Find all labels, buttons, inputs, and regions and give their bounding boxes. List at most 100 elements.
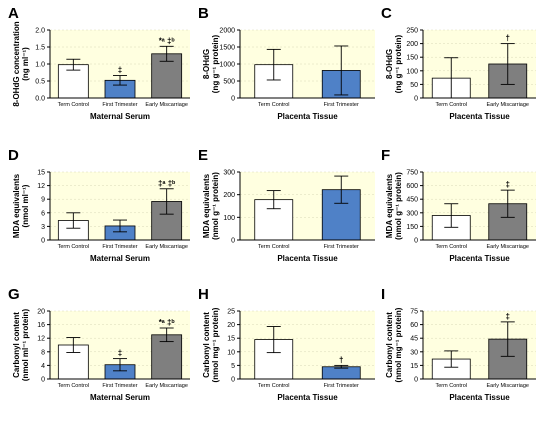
significance-annotation: *ᵃ ‡ᵇ — [159, 318, 175, 327]
category-label: Early Miscarriage — [487, 244, 529, 250]
y-tick-label: 500 — [223, 79, 235, 86]
y-tick-label: 150 — [406, 224, 418, 231]
category-label: Term Control — [436, 102, 467, 108]
y-tick-label: 1000 — [219, 62, 235, 69]
axes — [422, 30, 536, 99]
panel-h: 0 5 10 15 20 25 Term Control First Trimester † Pl… — [198, 286, 375, 402]
panel-letter: I — [381, 286, 385, 303]
panel-f: 0 150 300 450 600 750 Term Control Early Miscar… — [381, 147, 536, 263]
category-label: First Trimester — [102, 102, 137, 108]
y-tick-label: 20 — [227, 322, 235, 329]
category-label: Term Control — [258, 383, 289, 389]
category-label: Early Miscarriage — [487, 383, 529, 389]
y-axis-label: MDA equivalents(nmol g⁻¹ protein) — [385, 172, 403, 240]
y-tick-label: 100 — [223, 215, 235, 222]
category-label: Term Control — [58, 102, 89, 108]
y-tick-label: 600 — [406, 183, 418, 190]
y-axis-label: 8-OHdG(ng g⁻¹ protein) — [202, 34, 220, 93]
significance-annotation: ‡ᵃ ‡ᵇ — [158, 179, 175, 188]
y-axis-label: Carbonyl content(nmol mg⁻¹ protein) — [385, 307, 403, 382]
y-axis-label: 8-OHdG(ng g⁻¹ protein) — [385, 34, 403, 93]
category-label: First Trimester — [324, 244, 359, 250]
panel-g: 0 4 8 12 16 20 Term Control First Trimester ‡ Ear… — [8, 286, 190, 402]
axes — [49, 311, 190, 380]
y-tick-label: 1.5 — [35, 45, 45, 52]
category-label: Early Miscarriage — [145, 383, 187, 389]
axes — [49, 172, 190, 241]
bar — [321, 366, 361, 380]
y-tick-label: 0 — [41, 238, 45, 245]
y-tick-label: 15 — [410, 363, 418, 370]
y-tick-label: 45 — [410, 336, 418, 343]
y-axis-label: Carbonyl content(nmol ml⁻¹ protein) — [12, 309, 30, 382]
category-label: Term Control — [436, 383, 467, 389]
y-tick-label: 300 — [406, 210, 418, 217]
significance-annotation: ‡ — [118, 349, 122, 358]
panel-letter: H — [198, 286, 209, 303]
x-axis-label: Placenta Tissue — [449, 254, 510, 263]
panel-d: 0 3 6 9 12 15 Term Control First Trimester Early… — [8, 147, 190, 263]
significance-annotation: † — [339, 355, 343, 364]
x-axis-label: Maternal Serum — [90, 393, 150, 402]
y-tick-label: 4 — [41, 363, 45, 370]
y-tick-label: 20 — [37, 309, 45, 316]
significance-annotation: † — [506, 34, 510, 43]
axes — [422, 172, 536, 241]
y-tick-label: 250 — [406, 28, 418, 35]
significance-annotation: ‡ — [506, 312, 510, 321]
panel-c: 0 50 100 150 200 250 Term Control Early Miscarr… — [381, 5, 536, 121]
y-axis-label: 8-OHdG concentration(ng ml⁻¹) — [12, 21, 30, 106]
panel-i: 0 15 30 45 60 75 Term Control Early Miscarriage… — [381, 286, 536, 402]
y-tick-label: 5 — [231, 363, 235, 370]
category-label: Early Miscarriage — [145, 102, 187, 108]
category-label: First Trimester — [324, 102, 359, 108]
y-tick-label: 150 — [406, 55, 418, 62]
y-tick-label: 1500 — [219, 45, 235, 52]
y-tick-label: 2000 — [219, 28, 235, 35]
panel-letter: E — [198, 147, 208, 164]
x-axis-label: Placenta Tissue — [449, 112, 510, 121]
y-tick-label: 25 — [227, 309, 235, 316]
x-axis-label: Placenta Tissue — [277, 393, 338, 402]
y-tick-label: 9 — [41, 197, 45, 204]
y-tick-label: 0.0 — [35, 96, 45, 103]
y-axis-label: MDA equivalents(nmol g⁻¹ protein) — [202, 172, 220, 240]
y-tick-label: 0 — [231, 96, 235, 103]
panel-a: 0.0 0.5 1.0 1.5 2.0 Term Control First Trimest… — [8, 5, 190, 121]
category-label: First Trimester — [102, 244, 137, 250]
y-tick-label: 100 — [406, 68, 418, 75]
category-label: Term Control — [436, 244, 467, 250]
axes — [239, 311, 375, 380]
x-axis-label: Placenta Tissue — [277, 254, 338, 263]
axes — [422, 311, 536, 380]
panel-b: 0 500 1000 1500 2000 Term Control First Trimes… — [198, 5, 375, 121]
x-axis-label: Placenta Tissue — [449, 393, 510, 402]
x-axis-label: Placenta Tissue — [277, 112, 338, 121]
category-label: Term Control — [58, 383, 89, 389]
y-tick-label: 200 — [406, 41, 418, 48]
significance-annotation: ‡ — [506, 180, 510, 189]
y-tick-label: 16 — [37, 322, 45, 329]
y-axis-label: MDA equivalents(nmol ml⁻¹) — [12, 173, 30, 238]
panel-letter: B — [198, 5, 209, 22]
y-tick-label: 3 — [41, 224, 45, 231]
bar — [488, 338, 528, 380]
panel-letter: F — [381, 147, 390, 164]
y-tick-label: 8 — [41, 349, 45, 356]
y-tick-label: 0 — [231, 238, 235, 245]
y-tick-label: 15 — [37, 170, 45, 177]
y-tick-label: 750 — [406, 170, 418, 177]
category-label: First Trimester — [324, 383, 359, 389]
category-label: Early Miscarriage — [145, 244, 187, 250]
axes — [49, 30, 190, 99]
y-axis-label: Carbonyl content(nmol mg⁻¹ protein) — [202, 307, 220, 382]
category-label: First Trimester — [102, 383, 137, 389]
y-tick-label: 50 — [410, 82, 418, 89]
axes — [239, 172, 375, 241]
panel-letter: A — [8, 5, 19, 22]
category-label: Term Control — [258, 102, 289, 108]
category-label: Term Control — [258, 244, 289, 250]
significance-annotation: *ᵃ ‡ᵇ — [159, 36, 175, 45]
y-tick-label: 0 — [414, 238, 418, 245]
